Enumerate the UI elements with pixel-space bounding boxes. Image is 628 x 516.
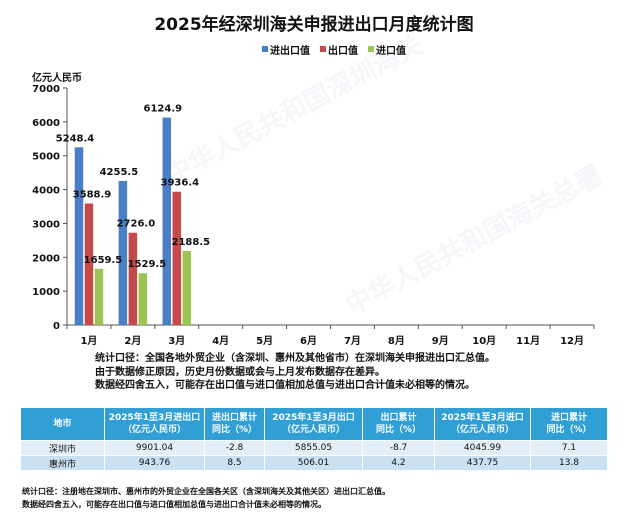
note-line: 统计口径：全国各地外贸企业（含深圳、惠州及其他省市）在深圳海关申报进出口汇总值。 <box>95 353 495 364</box>
table-header-row: 地市 2025年1至3月进出口 （亿元人民币） 进出口累计 同比（%） 2025年1… <box>20 407 608 441</box>
table-header-city: 地市 <box>20 407 105 441</box>
table-cell: 13.8 <box>530 455 608 471</box>
note-line: 数据经四舍五入，可能存在出口值与进口值相加总值与进出口合计值未必相等的情况。 <box>95 380 475 391</box>
table-header-export-yoy: 出口累计 同比（%） <box>362 407 435 441</box>
table-row: 深圳市 9901.04 -2.8 5855.05 -8.7 4045.99 7.… <box>20 440 608 456</box>
x-tick-label: 6月 <box>300 335 317 347</box>
legend-label-import: 进口值 <box>376 45 406 57</box>
y-axis-unit: 亿元人民币 <box>32 73 82 84</box>
bar <box>118 180 128 325</box>
table-cell: 5855.05 <box>264 440 363 456</box>
x-tick-label: 2月 <box>124 335 141 347</box>
table-header-export-value: 2025年1至3月出口 （亿元人民币） <box>264 407 363 441</box>
table-header-import-value: 2025年1至3月进口 （亿元人民币） <box>434 407 531 441</box>
legend-swatch-import <box>368 46 374 52</box>
x-tick-label: 9月 <box>432 335 449 347</box>
y-tick-label: 0 <box>53 321 60 332</box>
bar <box>138 273 148 325</box>
bar <box>84 203 94 325</box>
bar <box>172 191 182 325</box>
table-cell: 7.1 <box>530 440 608 456</box>
data-label: 2726.0 <box>117 219 156 230</box>
table-header-trade-value: 2025年1至3月进出口 （亿元人民币） <box>104 407 205 441</box>
chart-title: 2025年经深圳海关申报进出口月度统计图 <box>154 15 474 35</box>
y-tick-label: 6000 <box>32 118 60 129</box>
bar <box>182 250 192 325</box>
legend-swatch-export-import <box>262 46 268 52</box>
table-cell: 437.75 <box>434 455 531 471</box>
table-footnotes: 统计口径：注册地在深圳市、惠州市的外贸企业在全国各关区（含深圳海关及其他关区）进… <box>22 485 390 511</box>
y-tick-label: 3000 <box>32 219 60 230</box>
x-tick-label: 4月 <box>212 335 229 347</box>
data-label: 1529.5 <box>128 259 167 270</box>
data-label: 1659.5 <box>84 255 123 266</box>
legend-item-export-import: 进出口值 <box>262 42 310 57</box>
data-label: 6124.9 <box>143 104 182 115</box>
table-cell: 4045.99 <box>434 440 531 456</box>
bar <box>128 232 138 325</box>
table-cell: 9901.04 <box>104 440 205 456</box>
y-tick-label: 2000 <box>32 253 60 264</box>
table-header-import-yoy: 进口累计 同比（%） <box>530 407 608 441</box>
x-tick-label: 12月 <box>560 335 584 347</box>
table-header-trade-yoy: 进出口累计 同比（%） <box>204 407 265 441</box>
y-tick-label: 5000 <box>32 152 60 163</box>
legend-label-export: 出口值 <box>328 45 358 57</box>
data-label: 3588.9 <box>73 189 112 200</box>
footnote-line: 数据经四舍五入，可能存在出口值与进口值相加总值与进出口合计值未必相等的情况。 <box>22 500 326 509</box>
x-tick-label: 5月 <box>256 335 273 347</box>
chart-notes: 统计口径：全国各地外贸企业（含深圳、惠州及其他省市）在深圳海关申报进出口汇总值。… <box>95 352 495 393</box>
legend-swatch-export <box>320 46 326 52</box>
data-label: 2188.5 <box>171 237 210 248</box>
y-tick-label: 1000 <box>32 287 60 298</box>
table-cell: 4.2 <box>362 455 435 471</box>
x-tick-label: 3月 <box>168 335 185 347</box>
summary-table: 地市 2025年1至3月进出口 （亿元人民币） 进出口累计 同比（%） 2025年1… <box>20 407 608 471</box>
table-cell: -8.7 <box>362 440 435 456</box>
bar <box>162 117 172 325</box>
table-cell: -2.8 <box>204 440 265 456</box>
bar <box>94 268 104 325</box>
y-tick-label: 7000 <box>32 84 60 95</box>
bar <box>74 147 84 325</box>
data-label: 4255.5 <box>100 167 139 178</box>
legend-label-export-import: 进出口值 <box>270 45 310 57</box>
x-tick-label: 1月 <box>80 335 97 347</box>
table-cell: 深圳市 <box>20 440 105 456</box>
table-cell: 943.76 <box>104 455 205 471</box>
table-row: 惠州市 943.76 8.5 506.01 4.2 437.75 13.8 <box>20 455 608 471</box>
bar-chart: 0 1000 2000 3000 4000 5000 6000 7000 1月 2月 3月 4月 5月 6… <box>32 84 595 347</box>
footnote-line: 统计口径：注册地在深圳市、惠州市的外贸企业在全国各关区（含深圳海关及其他关区）进… <box>22 487 390 496</box>
data-label: 3936.4 <box>160 178 199 189</box>
table-cell: 506.01 <box>264 455 363 471</box>
x-tick-label: 7月 <box>344 335 361 347</box>
data-label: 5248.4 <box>56 133 95 144</box>
legend-item-import: 进口值 <box>368 42 406 57</box>
table-cell: 8.5 <box>204 455 265 471</box>
x-tick-label: 11月 <box>516 335 540 347</box>
note-line: 由于数据修正原因，历史月份数据或会与上月发布数据存在差异。 <box>95 366 385 378</box>
legend: 进出口值 出口值 进口值 <box>262 42 406 57</box>
legend-item-export: 出口值 <box>320 42 358 57</box>
x-tick-label: 8月 <box>388 335 405 347</box>
table-cell: 惠州市 <box>20 455 105 471</box>
x-tick-label: 10月 <box>472 335 496 347</box>
y-tick-label: 4000 <box>32 186 60 197</box>
